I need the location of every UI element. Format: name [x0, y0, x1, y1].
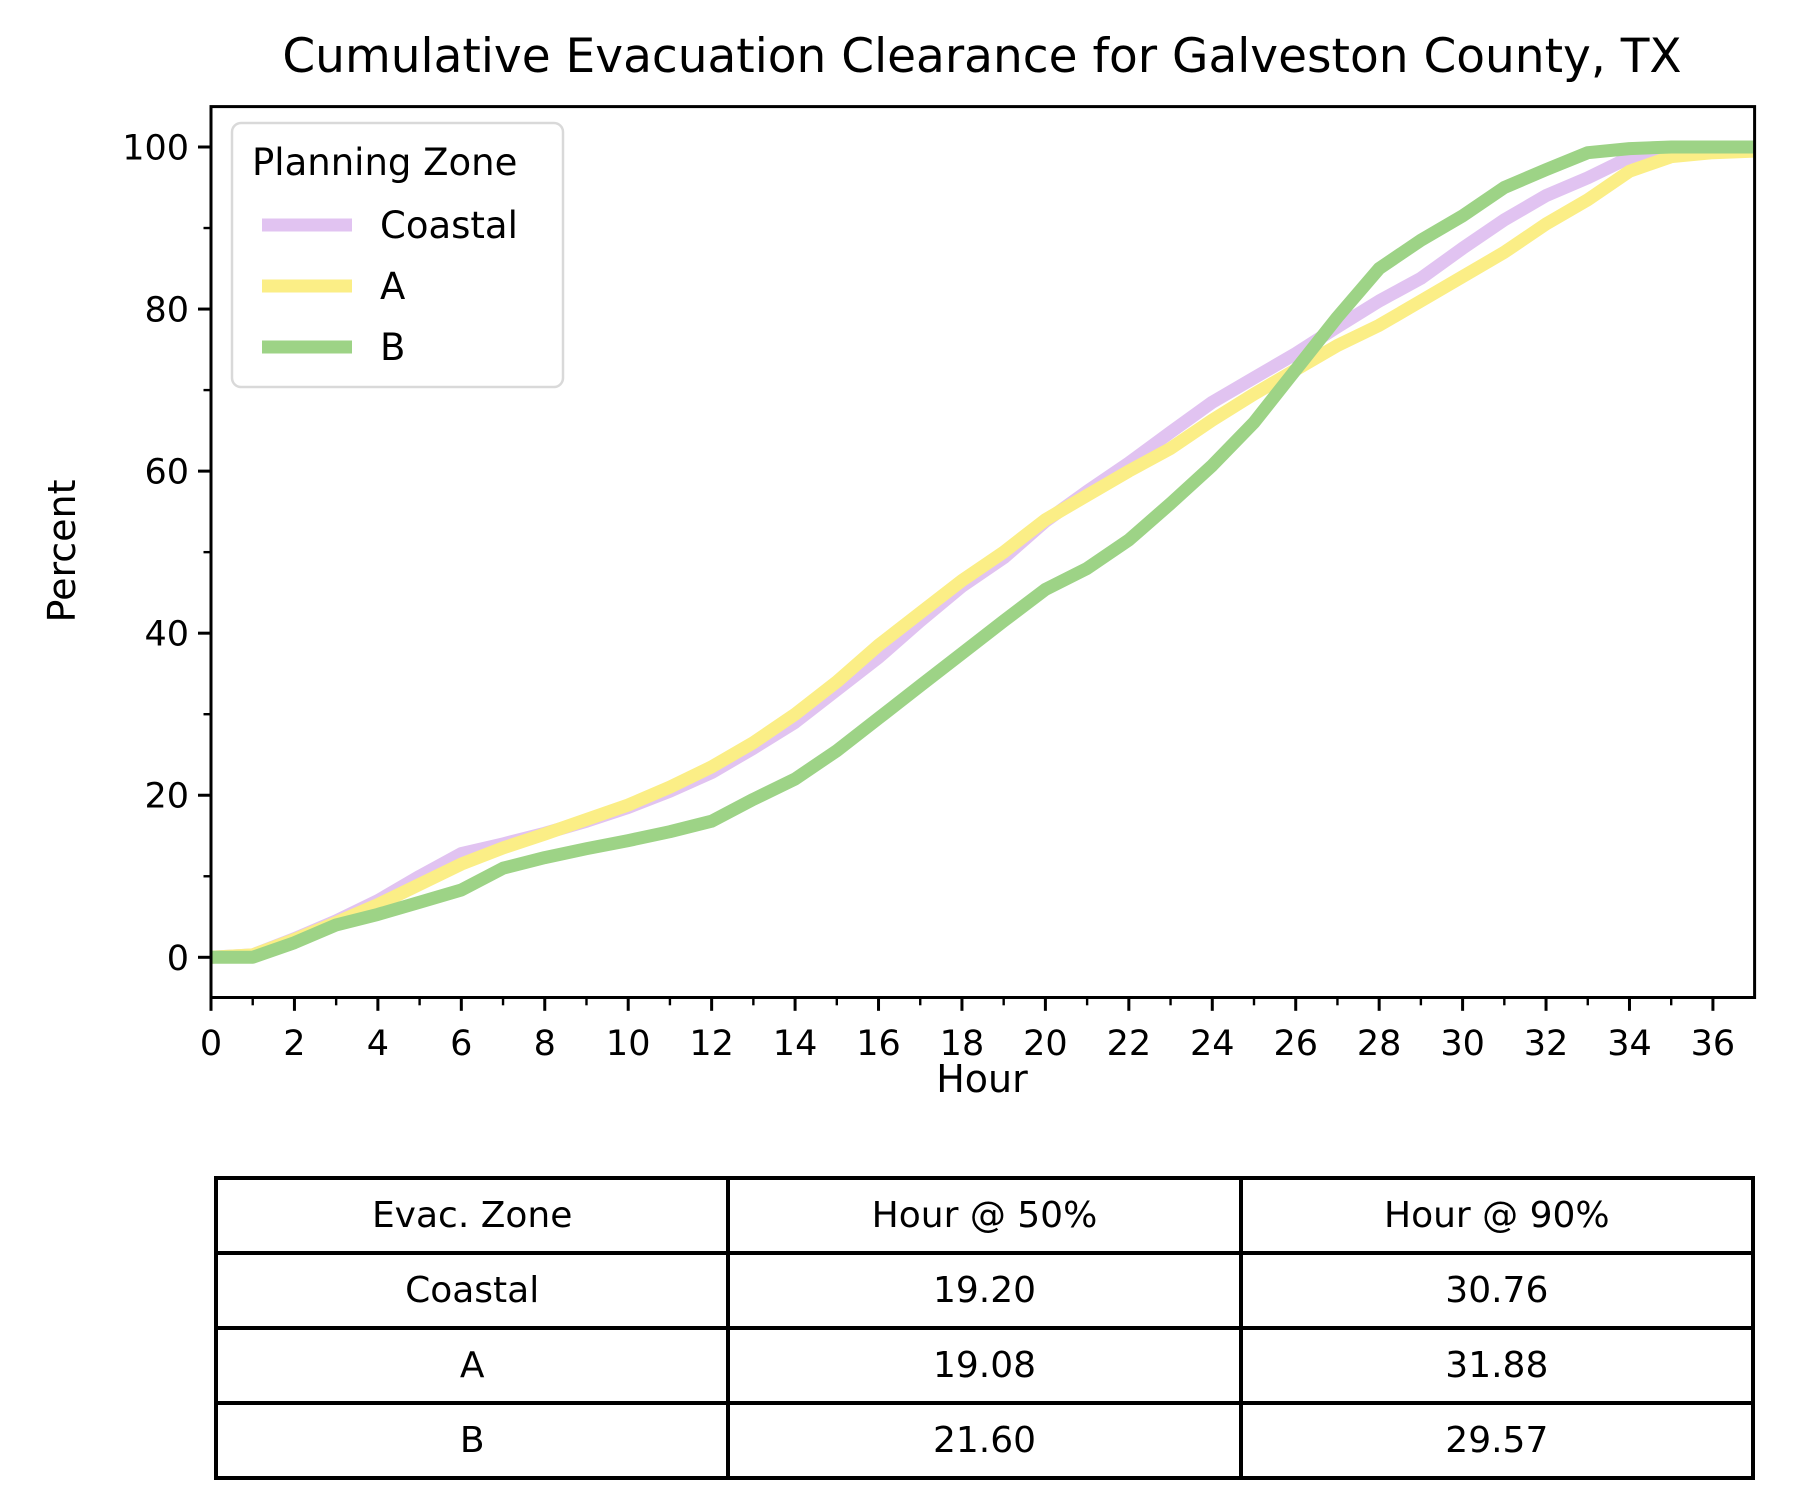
legend: Planning Zone Coastal AB	[230, 121, 565, 389]
table-cell: B	[213, 1401, 731, 1480]
x-tick-label: 8	[534, 1024, 556, 1064]
x-tick-label: 14	[773, 1024, 818, 1064]
table-header-cell: Hour @ 90%	[1238, 1176, 1756, 1255]
x-tick-label: 4	[367, 1024, 389, 1064]
x-tick-label: 34	[1607, 1024, 1652, 1064]
table-cell: 19.08	[726, 1326, 1243, 1405]
y-tick-label: 60	[144, 453, 189, 493]
table-cell: 31.88	[1238, 1326, 1756, 1405]
series-line-b	[211, 140, 1755, 964]
table-cell: A	[213, 1326, 731, 1405]
series-line-a	[210, 144, 1755, 964]
summary-table-wrap: Evac. Zone Hour @ 50% Hour @ 90% Coastal 19.…	[213, 1176, 1756, 1480]
table-cell: 19.20	[726, 1251, 1243, 1330]
table-header-cell: Hour @ 50%	[726, 1176, 1243, 1255]
table-row: A 19.08 31.88	[213, 1326, 1756, 1405]
axis-ticks: 0 2 4 6 8 10 12 14 16 18 20 22 24 26 28 30 32 34 360204060…	[122, 129, 1735, 1064]
chart-series	[210, 140, 1755, 964]
legend-label-b: B	[380, 326, 405, 369]
table-cell: Coastal	[213, 1251, 731, 1330]
y-tick-label: 40	[144, 615, 189, 655]
table-row: B 21.60 29.57	[213, 1401, 1756, 1480]
x-tick-label: 26	[1273, 1024, 1318, 1064]
table-header-row: Evac. Zone Hour @ 50% Hour @ 90%	[213, 1176, 1756, 1255]
x-tick-label: 30	[1440, 1024, 1485, 1064]
x-tick-label: 24	[1190, 1024, 1235, 1064]
chart-title: Cumulative Evacuation Clearance for Galv…	[282, 29, 1681, 84]
table-cell: 21.60	[726, 1401, 1243, 1480]
table-row: Coastal 19.20 30.76	[213, 1251, 1756, 1330]
x-tick-label: 20	[1023, 1024, 1068, 1064]
y-tick-label: 80	[144, 291, 189, 331]
x-tick-label: 22	[1107, 1024, 1152, 1064]
x-tick-label: 16	[856, 1024, 901, 1064]
x-tick-label: 2	[283, 1024, 305, 1064]
legend-label-coastal: Coastal	[380, 204, 518, 247]
x-tick-label: 12	[689, 1024, 734, 1064]
y-tick-label: 20	[144, 777, 189, 817]
y-tick-label: 0	[167, 939, 189, 979]
clearance-summary-table: Evac. Zone Hour @ 50% Hour @ 90% Coastal 19.…	[213, 1176, 1756, 1480]
x-tick-label: 28	[1357, 1024, 1402, 1064]
x-tick-label: 10	[606, 1024, 651, 1064]
legend-label-a: A	[380, 265, 405, 308]
x-tick-label: 18	[940, 1024, 985, 1064]
x-tick-label: 0	[200, 1024, 222, 1064]
plot-border	[209, 105, 1757, 1000]
table-header-cell: Evac. Zone	[213, 1176, 731, 1255]
y-tick-label: 100	[122, 129, 189, 169]
table-cell: 30.76	[1238, 1251, 1756, 1330]
x-tick-label: 6	[450, 1024, 472, 1064]
y-axis-label: Percent	[40, 480, 84, 623]
table-cell: 29.57	[1238, 1401, 1756, 1480]
x-tick-label: 32	[1524, 1024, 1569, 1064]
x-axis-label: Hour	[936, 1057, 1028, 1101]
legend-title: Planning Zone	[252, 141, 517, 184]
evacuation-clearance-chart: Cumulative Evacuation Clearance for Galv…	[40, 29, 1757, 1101]
legend-box	[230, 121, 565, 389]
x-tick-label: 36	[1691, 1024, 1736, 1064]
